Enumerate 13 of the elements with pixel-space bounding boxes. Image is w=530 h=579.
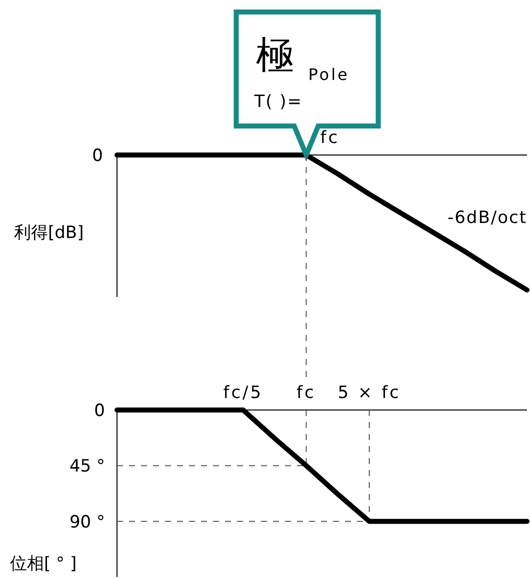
x-tick-label: fc (296, 383, 316, 403)
text: T( )= (253, 92, 303, 112)
y-axis-title: 位相[ ° ] (10, 554, 77, 574)
text: fc (320, 128, 340, 148)
y-tick-label: 45 ° (69, 456, 105, 477)
x-tick-label: fc/5 (223, 383, 264, 403)
annotation: -6dB/oct (447, 208, 527, 228)
y-axis-title: 利得[dB] (14, 223, 84, 243)
x-tick-label: 5 × fc (338, 383, 401, 403)
text: 極 (256, 33, 294, 77)
y-tick-label: 0 (94, 401, 105, 421)
text: Pole (308, 65, 350, 84)
y-tick-label: 90 ° (69, 512, 105, 532)
